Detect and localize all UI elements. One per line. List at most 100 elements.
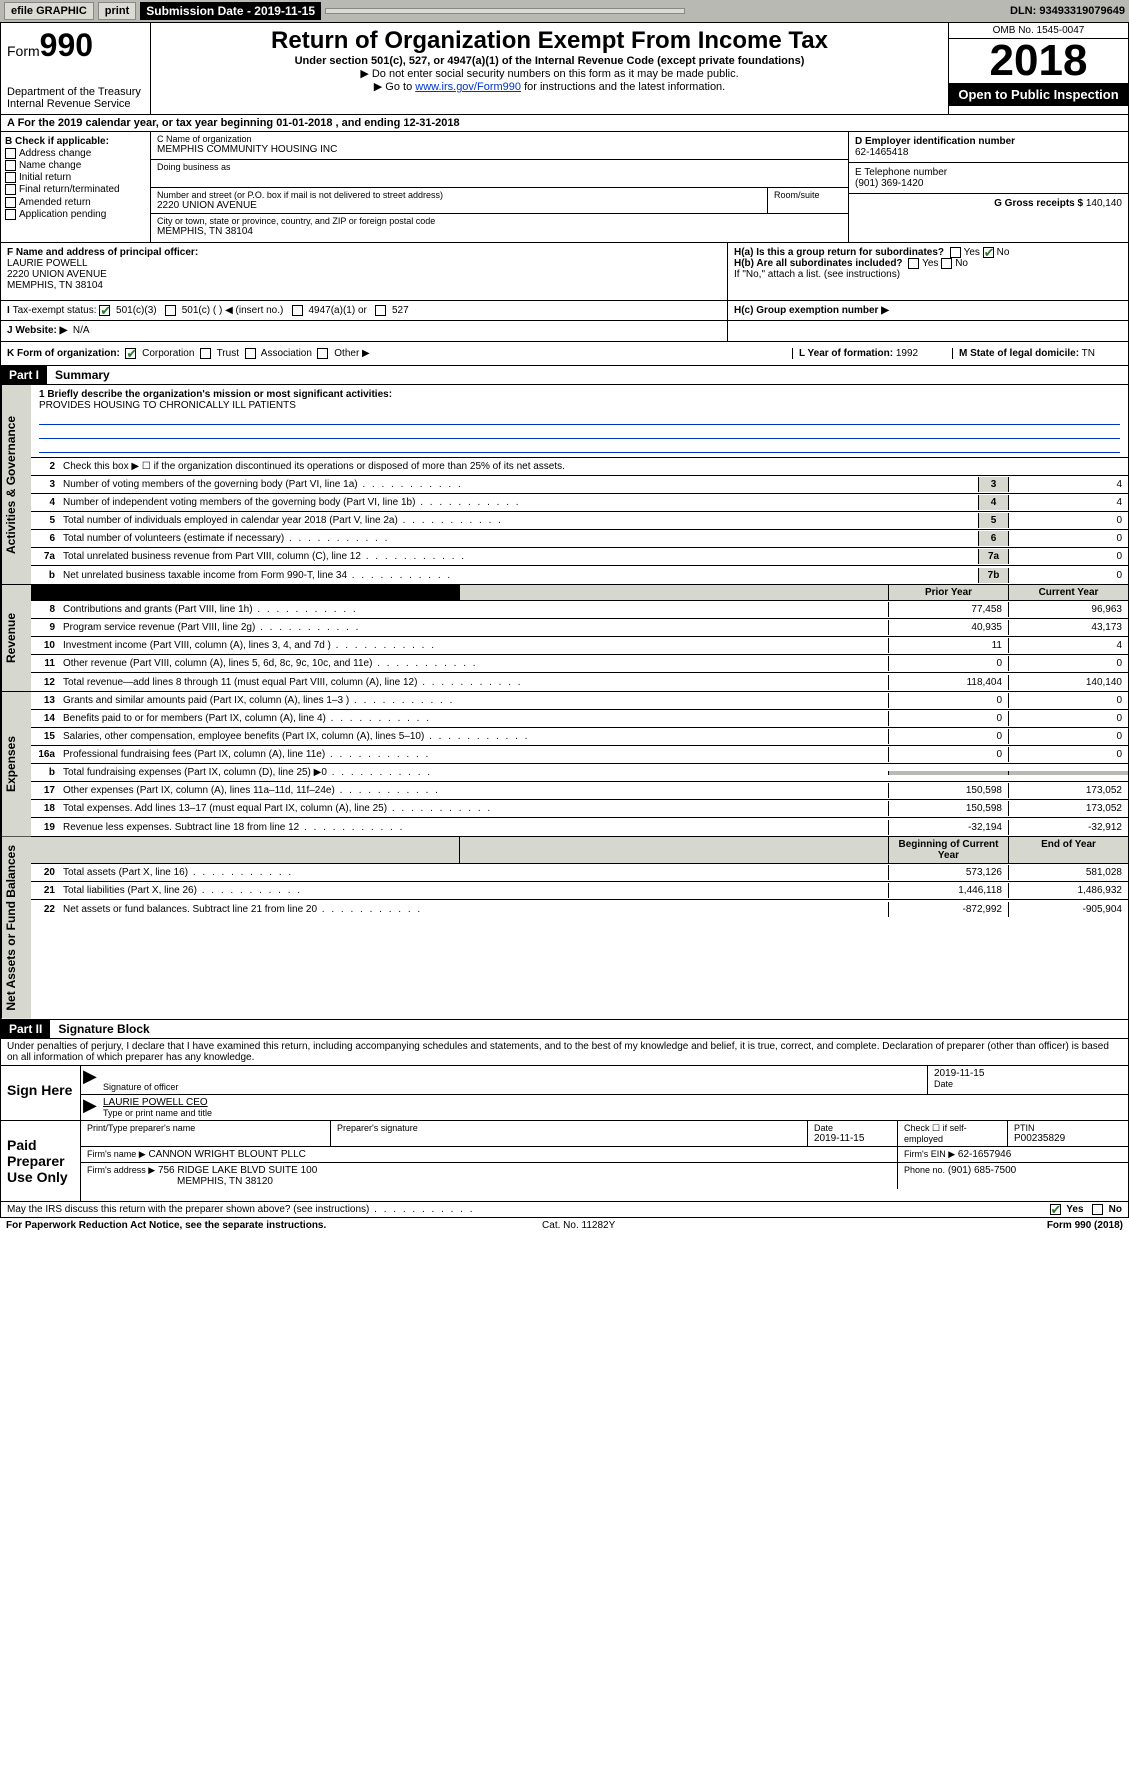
- officer-addr2: MEMPHIS, TN 38104: [7, 280, 103, 291]
- top-toolbar: efile GRAPHIC print Submission Date - 20…: [0, 0, 1129, 22]
- chk-amended[interactable]: Amended return: [5, 197, 146, 208]
- addr-label: Number and street (or P.O. box if mail i…: [157, 190, 761, 200]
- type-name-label: Type or print name and title: [103, 1108, 1122, 1118]
- gross-label: G Gross receipts $: [994, 198, 1083, 209]
- summary-row: 16aProfessional fundraising fees (Part I…: [31, 746, 1128, 764]
- box-k: K Form of organization: Corporation Trus…: [0, 342, 1129, 366]
- box-i: I Tax-exempt status: 501(c)(3) 501(c) ( …: [1, 301, 727, 321]
- room-label: Room/suite: [774, 190, 842, 200]
- form-number: Form990: [7, 27, 144, 64]
- activities-governance: Activities & Governance 1 Briefly descri…: [0, 385, 1129, 585]
- chk-corp[interactable]: [125, 348, 136, 359]
- dept-label: Department of the Treasury Internal Reve…: [7, 86, 144, 110]
- city-label: City or town, state or province, country…: [157, 216, 842, 226]
- chk-name[interactable]: Name change: [5, 160, 146, 171]
- hc-label: H(c) Group exemption number ▶: [734, 305, 889, 316]
- section-a: A For the 2019 calendar year, or tax yea…: [0, 115, 1129, 132]
- tax-year: 2018: [949, 39, 1128, 83]
- paid-prep-label: Paid Preparer Use Only: [1, 1121, 81, 1201]
- gross-value: 140,140: [1086, 198, 1122, 209]
- part1-header-row: Part I Summary: [0, 366, 1129, 385]
- chk-address[interactable]: Address change: [5, 148, 146, 159]
- chk-pending[interactable]: Application pending: [5, 209, 146, 220]
- chk-527[interactable]: [375, 305, 386, 316]
- chk-assoc[interactable]: [245, 348, 256, 359]
- chk-discuss-yes[interactable]: [1050, 1204, 1061, 1215]
- perjury-text: Under penalties of perjury, I declare th…: [0, 1039, 1129, 1066]
- part1-badge: Part I: [1, 366, 47, 384]
- arrow-icon: ▶: [81, 1095, 97, 1120]
- officer-printed: LAURIE POWELL CEO: [103, 1097, 1122, 1108]
- side-rev: Revenue: [1, 585, 31, 691]
- chk-initial[interactable]: Initial return: [5, 172, 146, 183]
- print-button[interactable]: print: [98, 2, 136, 20]
- prep-name-label: Print/Type preparer's name: [87, 1123, 324, 1133]
- summary-row: 19Revenue less expenses. Subtract line 1…: [31, 818, 1128, 836]
- ssn-note: ▶ Do not enter social security numbers o…: [159, 67, 940, 80]
- irs-link[interactable]: www.irs.gov/Form990: [415, 81, 521, 93]
- org-name: MEMPHIS COMMUNITY HOUSING INC: [157, 144, 842, 155]
- form-header: Form990 Department of the Treasury Inter…: [0, 22, 1129, 115]
- chk-ha-yes[interactable]: [950, 247, 961, 258]
- ptin-value: P00235829: [1014, 1133, 1122, 1144]
- summary-row: 13Grants and similar amounts paid (Part …: [31, 692, 1128, 710]
- discuss-label: May the IRS discuss this return with the…: [7, 1204, 475, 1215]
- dba-label: Doing business as: [157, 162, 842, 172]
- block-fh: F Name and address of principal officer:…: [0, 243, 1129, 342]
- blank-field: [325, 8, 685, 14]
- chk-501c3[interactable]: [99, 305, 110, 316]
- sig-officer-label: Signature of officer: [103, 1082, 921, 1092]
- link-note: ▶ Go to www.irs.gov/Form990 for instruct…: [159, 80, 940, 93]
- prep-date: 2019-11-15: [814, 1133, 891, 1144]
- firm-phone: (901) 685-7500: [948, 1165, 1016, 1176]
- prior-year-header: Prior Year: [888, 585, 1008, 600]
- netassets-section: Net Assets or Fund Balances Beginning of…: [0, 837, 1129, 1020]
- paid-preparer-block: Paid Preparer Use Only Print/Type prepar…: [0, 1121, 1129, 1202]
- dln-label: DLN: 93493319079649: [1010, 5, 1125, 17]
- sign-here-label: Sign Here: [1, 1066, 81, 1120]
- open-public: Open to Public Inspection: [949, 83, 1128, 106]
- side-ag: Activities & Governance: [1, 385, 31, 584]
- ha-label: H(a) Is this a group return for subordin…: [734, 247, 944, 258]
- officer-name: LAURIE POWELL: [7, 258, 88, 269]
- summary-row: bTotal fundraising expenses (Part IX, co…: [31, 764, 1128, 782]
- chk-hb-no[interactable]: [941, 258, 952, 269]
- expenses-section: Expenses 13Grants and similar amounts pa…: [0, 692, 1129, 837]
- chk-ha-no[interactable]: [983, 247, 994, 258]
- beg-year-header: Beginning of Current Year: [888, 837, 1008, 863]
- chk-501c[interactable]: [165, 305, 176, 316]
- ein-value: 62-1465418: [855, 147, 1122, 158]
- summary-row: 15Salaries, other compensation, employee…: [31, 728, 1128, 746]
- chk-4947[interactable]: [292, 305, 303, 316]
- chk-other[interactable]: [317, 348, 328, 359]
- summary-row: 17Other expenses (Part IX, column (A), l…: [31, 782, 1128, 800]
- chk-hb-yes[interactable]: [908, 258, 919, 269]
- chk-discuss-no[interactable]: [1092, 1204, 1103, 1215]
- sig-date: 2019-11-15: [934, 1068, 1122, 1079]
- summary-row: 10Investment income (Part VIII, column (…: [31, 637, 1128, 655]
- summary-row: 9Program service revenue (Part VIII, lin…: [31, 619, 1128, 637]
- chk-final[interactable]: Final return/terminated: [5, 184, 146, 195]
- efile-button[interactable]: efile GRAPHIC: [4, 2, 94, 20]
- chk-trust[interactable]: [200, 348, 211, 359]
- date-label: Date: [934, 1079, 1122, 1089]
- summary-row: 8Contributions and grants (Part VIII, li…: [31, 601, 1128, 619]
- hb-note: If "No," attach a list. (see instruction…: [734, 269, 900, 280]
- prep-sig-label: Preparer's signature: [337, 1123, 801, 1133]
- paperwork-notice: For Paperwork Reduction Act Notice, see …: [6, 1220, 326, 1231]
- form-ref: Form 990 (2018): [1047, 1220, 1123, 1231]
- summary-row: 11Other revenue (Part VIII, column (A), …: [31, 655, 1128, 673]
- summary-row: 4Number of independent voting members of…: [31, 494, 1128, 512]
- part2-title: Signature Block: [50, 1020, 157, 1038]
- self-emp-label: Check ☐ if self-employed: [904, 1123, 1001, 1144]
- summary-row: 6Total number of volunteers (estimate if…: [31, 530, 1128, 548]
- form-subtitle: Under section 501(c), 527, or 4947(a)(1)…: [159, 55, 940, 67]
- part2-header-row: Part II Signature Block: [0, 1020, 1129, 1039]
- mission-label: 1 Briefly describe the organization's mi…: [39, 389, 392, 400]
- city-value: MEMPHIS, TN 38104: [157, 226, 842, 237]
- state-domicile: TN: [1082, 348, 1095, 359]
- ptin-label: PTIN: [1014, 1123, 1122, 1133]
- summary-row: 3Number of voting members of the governi…: [31, 476, 1128, 494]
- discuss-row: May the IRS discuss this return with the…: [0, 1202, 1129, 1218]
- firm-addr: 756 RIDGE LAKE BLVD SUITE 100: [158, 1165, 317, 1176]
